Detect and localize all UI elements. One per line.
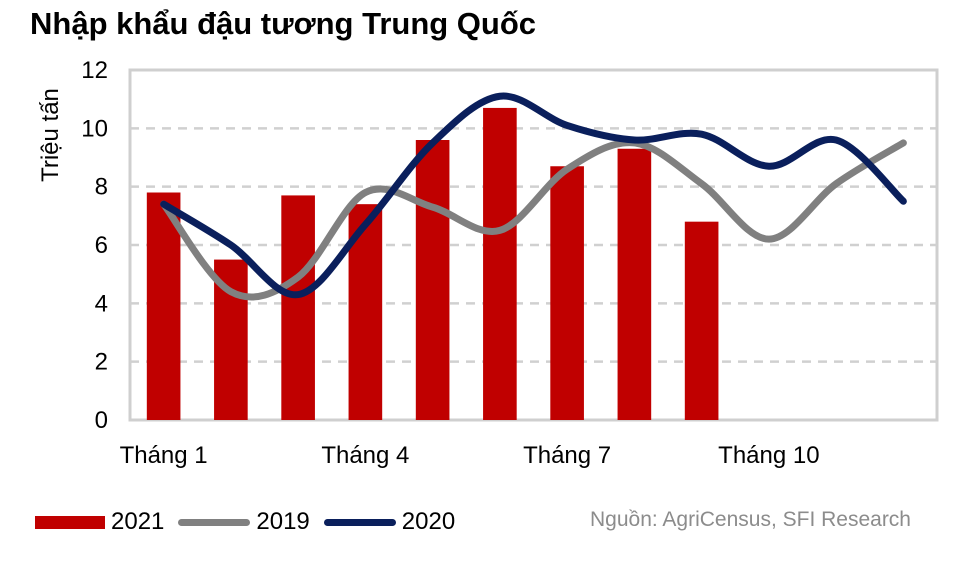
y-tick-label: 6 (95, 232, 108, 259)
legend-label-2019: 2019 (256, 508, 310, 535)
legend-swatch-2021 (35, 515, 105, 529)
x-tick-label: Tháng 10 (718, 442, 819, 469)
x-tick-label: Tháng 1 (120, 442, 208, 469)
x-tick-label: Tháng 4 (321, 442, 409, 469)
y-tick-label: 12 (81, 57, 108, 84)
bar-2021 (617, 148, 652, 420)
legend-label-2021: 2021 (111, 508, 165, 535)
chart-area: 0 2 4 6 8 10 12 Triệu tấn Tháng 1 Tháng 4 Tháng 7 T… (37, 57, 939, 469)
legend-swatch-2020 (323, 518, 396, 526)
legend-item-2019: 2019 (178, 508, 310, 536)
line-2019 (160, 139, 907, 301)
legend-item-2020: 2020 (323, 508, 456, 536)
y-tick-label: 8 (95, 174, 108, 201)
x-tick-label: Tháng 7 (523, 442, 611, 469)
y-tick-label: 10 (81, 115, 108, 142)
line-2020 (160, 92, 907, 299)
source-note: Nguồn: AgriCensus, SFI Research (590, 508, 911, 531)
legend-item-2021: 2021 (35, 508, 164, 536)
bar-2021 (550, 166, 584, 420)
y-axis-label: Triệu tấn (37, 88, 64, 182)
bar-2021 (146, 192, 181, 420)
y-tick-label: 0 (95, 407, 108, 434)
bar-2021 (483, 107, 517, 421)
bar-2021 (684, 221, 719, 420)
y-tick-label: 4 (95, 290, 108, 317)
bar-2021 (415, 140, 450, 420)
legend-label-2020: 2020 (401, 508, 456, 535)
legend-swatch-2019 (178, 518, 251, 526)
chart-title: Nhập khẩu đậu tương Trung Quốc (30, 6, 537, 41)
legend: 2021 2019 2020 (35, 508, 469, 536)
y-tick-label: 2 (95, 349, 108, 376)
bar-2021 (281, 195, 315, 420)
